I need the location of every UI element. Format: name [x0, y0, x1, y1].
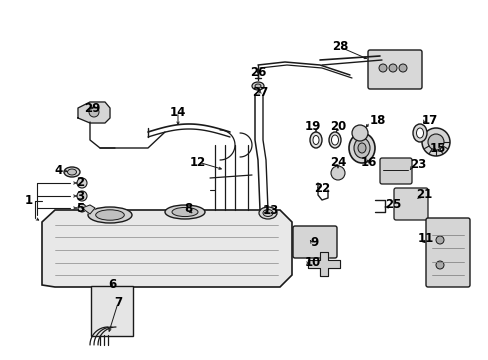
Text: 19: 19 [305, 120, 321, 132]
Circle shape [435, 261, 443, 269]
Text: 24: 24 [329, 157, 346, 170]
Text: 1: 1 [25, 194, 33, 207]
Text: 23: 23 [409, 158, 426, 171]
Ellipse shape [259, 207, 276, 219]
FancyBboxPatch shape [379, 158, 411, 184]
Text: 10: 10 [305, 256, 321, 270]
Text: 22: 22 [313, 181, 329, 194]
Ellipse shape [67, 169, 76, 175]
FancyBboxPatch shape [292, 226, 336, 258]
Ellipse shape [172, 207, 198, 217]
Ellipse shape [357, 143, 365, 153]
Text: 5: 5 [76, 202, 84, 215]
Text: 13: 13 [263, 203, 279, 216]
Text: 12: 12 [189, 156, 206, 168]
Ellipse shape [64, 167, 80, 177]
Ellipse shape [96, 210, 124, 220]
Text: 21: 21 [415, 189, 431, 202]
Circle shape [398, 64, 406, 72]
Circle shape [378, 64, 386, 72]
Ellipse shape [412, 124, 426, 142]
Ellipse shape [348, 133, 374, 163]
Polygon shape [82, 205, 95, 214]
Ellipse shape [416, 128, 423, 138]
Text: 17: 17 [421, 113, 437, 126]
Circle shape [435, 236, 443, 244]
Circle shape [77, 178, 87, 188]
Text: 25: 25 [384, 198, 401, 211]
Ellipse shape [88, 207, 132, 223]
Polygon shape [307, 252, 339, 276]
Ellipse shape [164, 205, 204, 219]
Text: 26: 26 [249, 66, 265, 78]
Ellipse shape [309, 132, 321, 148]
Circle shape [77, 191, 87, 201]
Polygon shape [78, 102, 110, 123]
Ellipse shape [421, 128, 449, 156]
Ellipse shape [251, 82, 264, 90]
FancyBboxPatch shape [425, 218, 469, 287]
Circle shape [388, 64, 396, 72]
Text: 27: 27 [251, 86, 267, 99]
FancyBboxPatch shape [91, 286, 133, 336]
FancyBboxPatch shape [393, 188, 427, 220]
Ellipse shape [331, 135, 338, 145]
Text: 4: 4 [54, 163, 62, 176]
Ellipse shape [353, 138, 369, 158]
Circle shape [330, 166, 345, 180]
Text: 11: 11 [417, 231, 433, 244]
FancyBboxPatch shape [367, 50, 421, 89]
Polygon shape [42, 210, 291, 287]
Text: 28: 28 [331, 40, 347, 54]
Ellipse shape [328, 132, 340, 148]
Text: 9: 9 [309, 237, 318, 249]
Circle shape [427, 134, 443, 150]
Text: 20: 20 [329, 120, 346, 132]
Text: 18: 18 [369, 113, 386, 126]
Ellipse shape [254, 84, 261, 88]
Circle shape [351, 125, 367, 141]
Text: 6: 6 [108, 279, 116, 292]
Text: 8: 8 [183, 202, 192, 215]
Circle shape [78, 204, 86, 212]
Text: 29: 29 [83, 102, 100, 114]
Text: 3: 3 [76, 189, 84, 202]
Text: 14: 14 [169, 105, 186, 118]
Circle shape [89, 107, 99, 117]
Text: 15: 15 [429, 141, 446, 154]
Text: 2: 2 [76, 176, 84, 189]
Text: 16: 16 [360, 156, 376, 168]
Ellipse shape [263, 210, 272, 216]
Text: 7: 7 [114, 297, 122, 310]
Ellipse shape [312, 135, 318, 144]
